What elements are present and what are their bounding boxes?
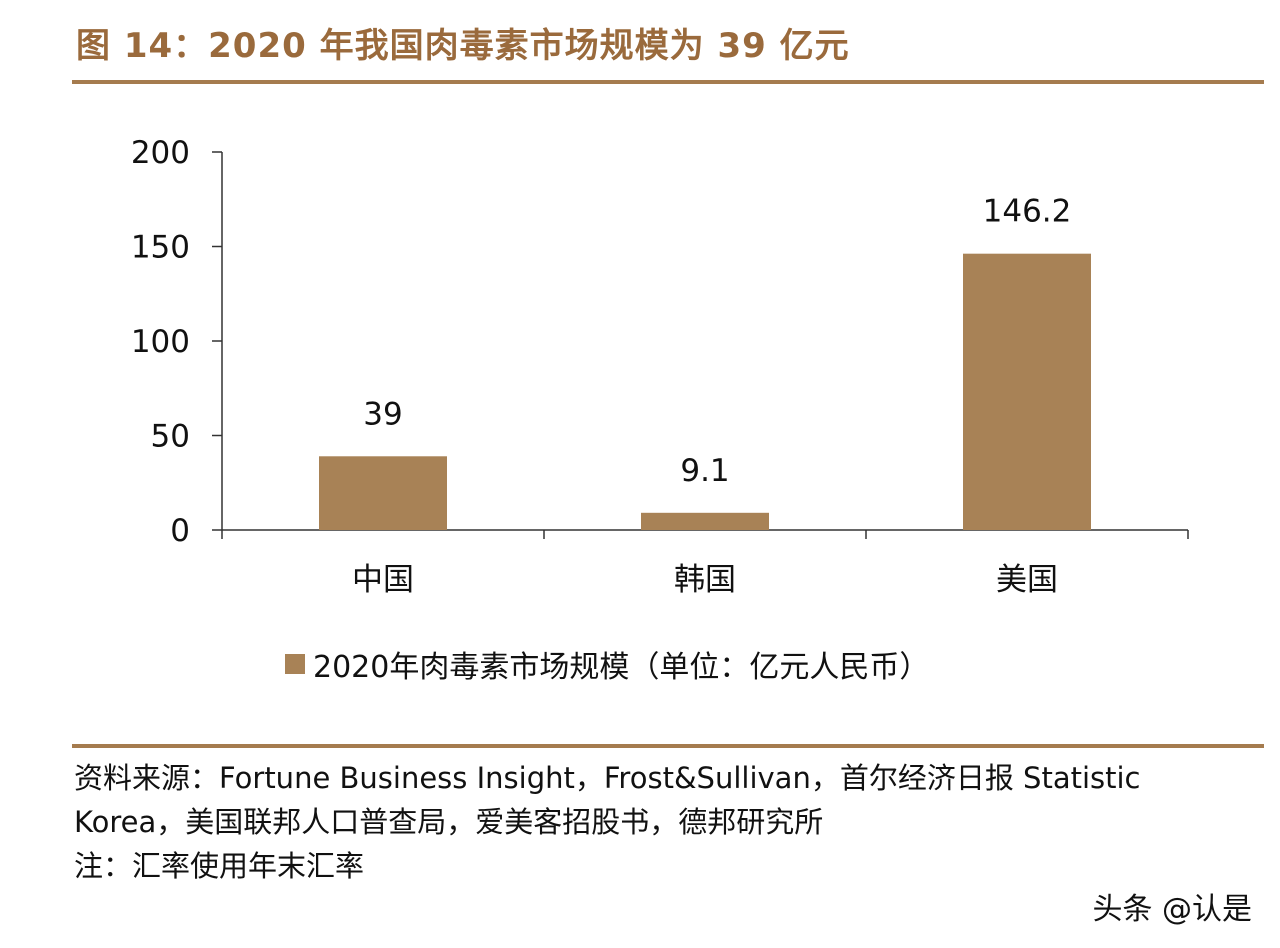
y-tick-label: 200 (131, 135, 190, 171)
bar-value-label: 9.1 (680, 453, 729, 489)
y-tick-label: 0 (170, 513, 190, 549)
source-divider (72, 744, 1264, 748)
source-line-2: Korea，美国联邦人口普查局，爱美客招股书，德邦研究所 (74, 805, 824, 839)
x-category-label: 美国 (996, 562, 1058, 598)
y-tick-label: 150 (131, 230, 190, 266)
legend: 2020年肉毒素市场规模（单位：亿元人民币） (285, 642, 929, 686)
footnote: 注：汇率使用年末汇率 (74, 849, 365, 883)
bar-value-label: 39 (363, 396, 402, 432)
title-divider (72, 80, 1264, 84)
figure-title: 图 14：2020 年我国肉毒素市场规模为 39 亿元 (76, 26, 850, 66)
bar-3 (963, 253, 1091, 530)
source-notes: 资料来源：Fortune Business Insight，Frost&Sull… (74, 756, 1270, 888)
bar-1 (319, 456, 447, 530)
legend-swatch (285, 654, 305, 674)
source-line-1: 资料来源：Fortune Business Insight，Frost&Sull… (74, 761, 1141, 795)
x-category-label: 中国 (352, 562, 414, 598)
bar-2 (641, 512, 769, 530)
legend-label: 2020年肉毒素市场规模（单位：亿元人民币） (313, 650, 930, 685)
y-tick-label: 100 (131, 324, 190, 360)
watermark: 头条 @认是 (1092, 892, 1252, 927)
y-tick-label: 50 (151, 419, 190, 455)
x-category-label: 韩国 (674, 562, 736, 598)
bar-chart: 0 50 100 150 200 39 中国 9.1 韩国 146.2 美国 (131, 135, 1189, 598)
bar-value-label: 146.2 (983, 194, 1072, 230)
